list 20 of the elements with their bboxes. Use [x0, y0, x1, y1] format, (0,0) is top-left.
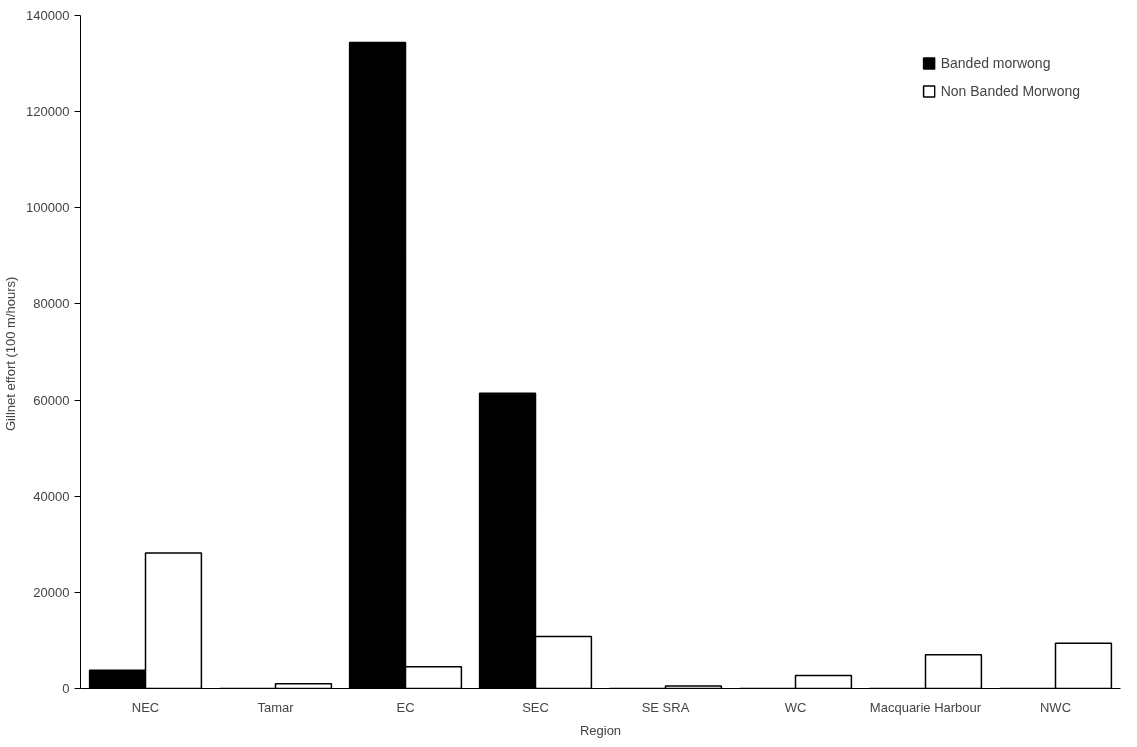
x-axis-title: Region: [579, 722, 622, 738]
y-tick-label: 60000: [33, 392, 70, 408]
y-tick-label: 0: [62, 681, 70, 696]
x-tick-label: EC: [396, 699, 415, 715]
y-tick-label: 20000: [33, 584, 70, 600]
x-tick-label: Macquarie Harbour: [869, 699, 982, 715]
legend-label: Non Banded Morwong: [940, 83, 1080, 99]
x-tick-label: NWC: [1039, 699, 1072, 715]
x-tick-label: SE SRA: [641, 699, 690, 715]
legend-label: Banded morwong: [940, 55, 1051, 71]
y-axis-title: Gillnet effort (100 m/hours): [3, 276, 19, 431]
y-tick-label: 80000: [33, 296, 70, 312]
y-tick-label: 120000: [26, 104, 70, 120]
y-tick-label: 100000: [26, 200, 70, 216]
x-tick-label: WC: [784, 699, 807, 715]
y-tick-label: 140000: [26, 8, 70, 23]
y-tick-label: 40000: [33, 488, 70, 504]
x-tick-label: SEC: [522, 699, 549, 715]
x-tick-label: Tamar: [257, 699, 295, 715]
x-tick-label: NEC: [131, 699, 160, 715]
